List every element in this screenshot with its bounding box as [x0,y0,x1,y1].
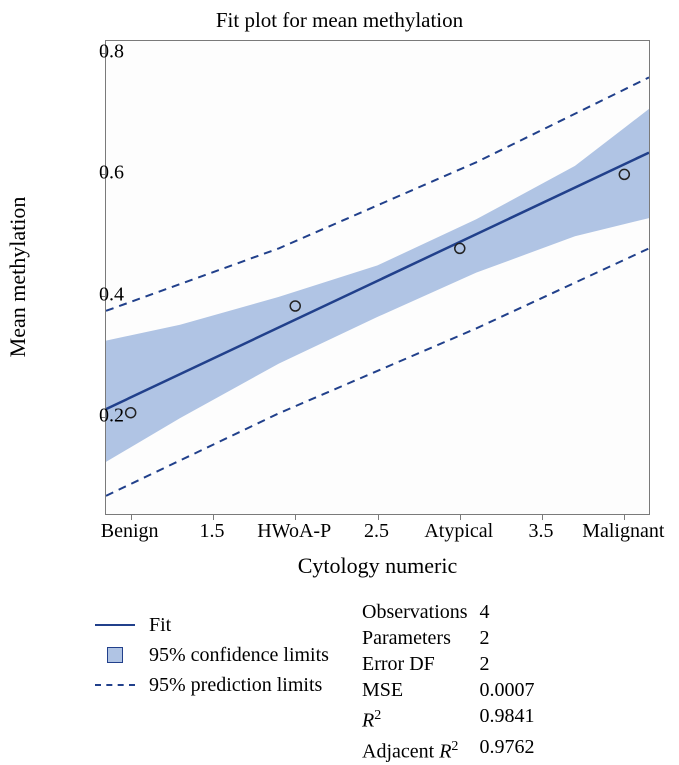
stats-value: 2 [480,626,545,650]
xtick-label: HWoA-P [257,520,331,543]
ytick-label: 0.6 [84,162,124,185]
y-axis-label: Mean methylation [5,197,31,358]
stats-value: 4 [480,600,545,624]
ytick-label: 0.8 [84,41,124,64]
stats-row: R20.9841 [362,704,545,733]
xtick-label: 1.5 [199,520,224,543]
ytick-label: 0.2 [84,404,124,427]
chart-svg [106,41,649,514]
xtick-label: Atypical [424,520,493,543]
legend-conf-label: 95% confidence limits [145,644,329,667]
stats-row: Adjacent R20.9762 [362,735,545,764]
xtick-label: Benign [101,520,159,543]
stats-key: Adjacent R2 [362,735,478,764]
stats-key: Parameters [362,626,478,650]
stats-box: Observations4Parameters2Error DF2MSE0.00… [360,598,547,765]
legend-pred-label: 95% prediction limits [145,674,322,697]
stats-key: Observations [362,600,478,624]
chart-title: Fit plot for mean methylation [0,8,679,33]
line-icon [95,624,135,626]
legend: Fit 95% confidence limits 95% prediction… [85,610,329,700]
stats-value: 0.9841 [480,704,545,733]
stats-value: 0.9762 [480,735,545,764]
xtick-label: Malignant [582,520,664,543]
stats-row: Error DF2 [362,652,545,676]
ytick-label: 0.4 [84,283,124,306]
stats-table: Observations4Parameters2Error DF2MSE0.00… [360,598,547,765]
stats-row: Parameters2 [362,626,545,650]
legend-fit: Fit [85,610,329,640]
legend-conf: 95% confidence limits [85,640,329,670]
legend-pred: 95% prediction limits [85,670,329,700]
stats-key: R2 [362,704,478,733]
dash-icon [95,684,135,686]
x-axis-label: Cytology numeric [105,553,650,579]
stats-row: MSE0.0007 [362,678,545,702]
stats-key: Error DF [362,652,478,676]
xtick-label: 3.5 [529,520,554,543]
box-icon [107,647,123,663]
stats-value: 0.0007 [480,678,545,702]
stats-value: 2 [480,652,545,676]
xtick-label: 2.5 [364,520,389,543]
plot-area [105,40,650,515]
stats-key: MSE [362,678,478,702]
stats-row: Observations4 [362,600,545,624]
legend-fit-label: Fit [145,614,171,637]
